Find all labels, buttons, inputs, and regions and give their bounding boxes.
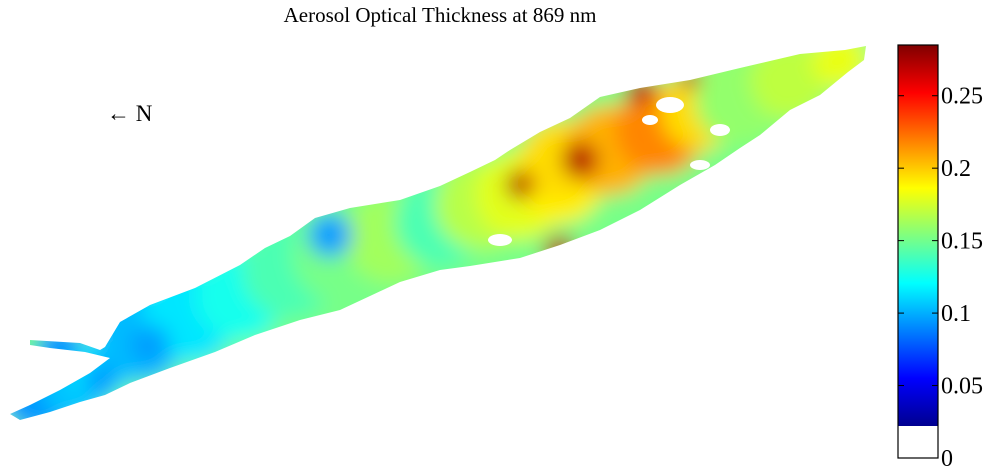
no-data-gap	[710, 124, 730, 136]
no-data-gap	[690, 160, 710, 170]
colorbar-tick-label: 0.25	[941, 84, 983, 110]
colorbar-tick-label: 0	[941, 446, 953, 472]
no-data-gap	[642, 115, 658, 125]
high-aot-spot	[506, 171, 534, 199]
aot-map	[10, 46, 866, 420]
colorbar-gradient	[898, 45, 938, 426]
low-aot-spot	[130, 325, 170, 365]
colorbar-tick-label: 0.1	[941, 301, 971, 327]
colorbar-tick-label: 0.05	[941, 374, 983, 400]
chart-title: Aerosol Optical Thickness at 869 nm	[283, 3, 597, 27]
north-arrow-label: ← N	[107, 101, 153, 126]
colorbar-tick-label: 0.15	[941, 229, 983, 255]
no-data-gap	[656, 97, 684, 113]
colorbar-frame	[897, 44, 939, 459]
high-aot-spot	[562, 142, 598, 178]
low-aot-spot	[308, 213, 352, 257]
colorbar-tick-label: 0.2	[941, 156, 971, 182]
no-data-gap	[488, 234, 512, 246]
colorbar-nodata-swatch	[898, 426, 938, 458]
